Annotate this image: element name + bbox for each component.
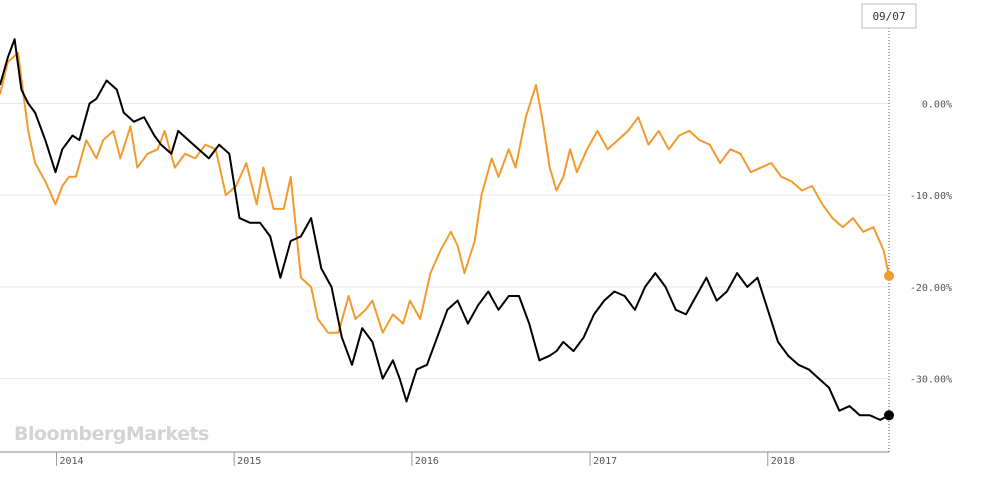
series-end-marker-1 bbox=[884, 270, 894, 281]
date-marker-label: 09/07 bbox=[872, 10, 905, 23]
x-tick-label: 2016 bbox=[415, 456, 439, 467]
series-lines bbox=[0, 38, 890, 421]
grid-lines bbox=[0, 102, 889, 380]
x-tick-label: 2014 bbox=[59, 456, 83, 467]
y-tick-label: 0.00% bbox=[922, 99, 952, 110]
y-tick-label: -30.00% bbox=[910, 375, 952, 386]
series-line-1 bbox=[0, 51, 890, 334]
series-end-marker-2 bbox=[884, 410, 894, 421]
y-tick-label: -10.00% bbox=[910, 191, 952, 202]
x-tick-label: 2018 bbox=[771, 456, 795, 467]
series-line-2 bbox=[0, 38, 890, 421]
y-tick-label: -20.00% bbox=[910, 283, 952, 294]
date-marker-box bbox=[861, 3, 917, 29]
x-axis: 2014 2015 2016 2017 2018 bbox=[0, 451, 889, 467]
y-axis: 0.00% -10.00% -20.00% -30.00% bbox=[910, 99, 952, 385]
endpoint-markers bbox=[884, 270, 894, 421]
watermark-logo: BloombergMarkets bbox=[14, 423, 209, 445]
x-tick-label: 2015 bbox=[237, 456, 261, 467]
x-tick-label: 2017 bbox=[593, 456, 617, 467]
date-marker: 09/07 bbox=[861, 3, 917, 452]
